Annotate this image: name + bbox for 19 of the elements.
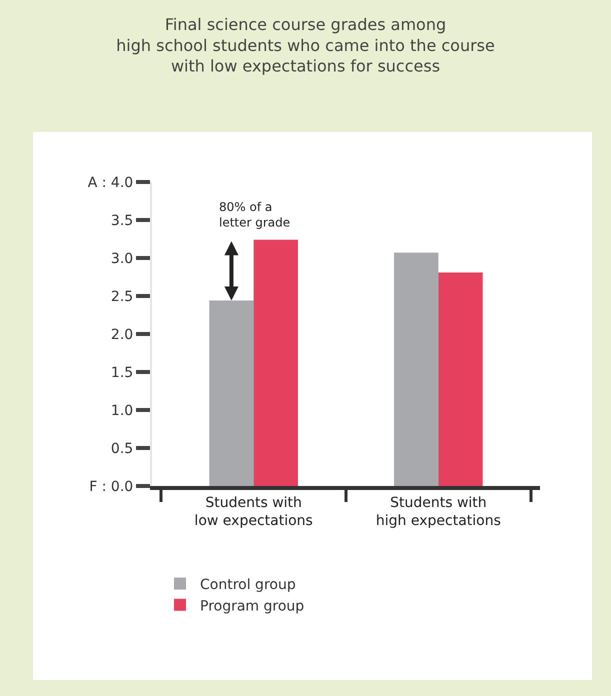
y-tick-label: F : 0.0 bbox=[89, 478, 134, 495]
annotation: 80% of a letter grade bbox=[219, 200, 290, 230]
y-tick-label: 1.5 bbox=[110, 364, 134, 381]
bar bbox=[254, 240, 298, 486]
y-tick-label: 1.0 bbox=[110, 402, 134, 419]
legend-label: Control group bbox=[200, 577, 296, 594]
y-tick-label: 2.0 bbox=[110, 326, 134, 343]
legend-label: Program group bbox=[200, 598, 304, 614]
bar bbox=[209, 300, 254, 486]
y-tick-label: 2.5 bbox=[110, 288, 134, 305]
y-tick-label: 3.5 bbox=[110, 212, 134, 229]
bar bbox=[438, 272, 483, 486]
y-tick-label: 3.0 bbox=[110, 250, 134, 267]
chart-title: Final science course grades among high school students who came into the course with low expectations for success bbox=[116, 15, 495, 76]
bar bbox=[394, 252, 438, 486]
x-tick-label: Students with high expectations bbox=[376, 494, 501, 529]
x-tick-label: Students with low expectations bbox=[194, 494, 313, 529]
y-tick-label: A : 4.0 bbox=[88, 174, 134, 191]
y-tick-label: 0.5 bbox=[110, 440, 134, 457]
